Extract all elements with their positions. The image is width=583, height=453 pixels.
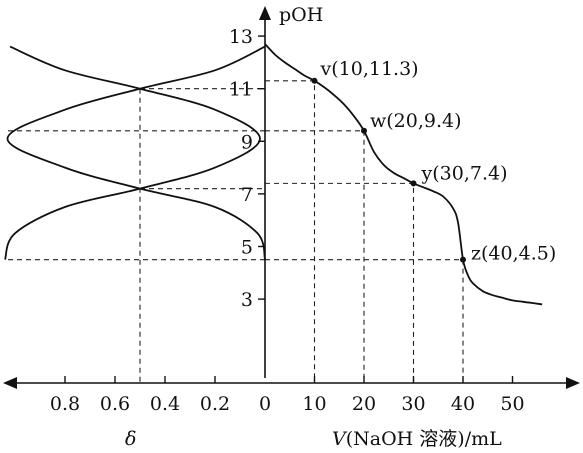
point-label: v(10,11.3) (320, 58, 419, 80)
point-label: y(30,7.4) (421, 162, 508, 184)
delta-tick-label: 0.2 (200, 393, 230, 415)
poh-tick-label: 3 (241, 289, 253, 311)
delta-tick-label: 0.8 (50, 393, 80, 415)
poh-tick-label: 9 (241, 131, 253, 153)
volume-axis-title: V(NaOH 溶液)/mL (332, 428, 502, 450)
volume-tick-label: 10 (302, 393, 326, 415)
poh-tick-label: 13 (229, 26, 253, 48)
volume-unit: (NaOH 溶液)/mL (346, 428, 502, 450)
labels: 3 5 7 9 11 13 0 10 20 30 40 50 0.8 0.6 0.4 0.2 v(10,11.3… (50, 26, 556, 415)
volume-tick-label: 0 (259, 393, 271, 415)
delta-axis-title: δ (125, 428, 136, 450)
ticks (64, 35, 514, 383)
point-guide-line (265, 182, 415, 383)
point-marker (311, 77, 318, 84)
point-label: z(40,4.5) (471, 243, 556, 265)
point-label: w(20,9.4) (370, 110, 462, 132)
delta-tick-label: 0.6 (100, 393, 130, 415)
poh-tick-label: 11 (229, 79, 253, 101)
poh-axis-arrow-icon (259, 6, 271, 20)
delta-tick-label: 0.4 (150, 393, 180, 415)
volume-tick-label: 40 (451, 393, 475, 415)
poh-tick-label: 7 (241, 184, 253, 206)
volume-tick-label: 50 (500, 393, 524, 415)
left-arrow-icon (3, 377, 17, 389)
volume-tick-label: 20 (352, 393, 376, 415)
volume-tick-label: 30 (401, 393, 425, 415)
point-marker (460, 256, 466, 263)
poh-axis-title: pOH (279, 4, 323, 26)
volume-symbol: V (332, 428, 348, 450)
axes (3, 6, 580, 389)
right-arrow-icon (566, 377, 580, 389)
point-guide-line (265, 80, 316, 383)
distribution-curve-1 (4, 45, 261, 260)
distribution-curve-2 (6, 45, 266, 260)
point-marker (410, 180, 417, 187)
poh-tick-label: 5 (241, 237, 253, 259)
point-marker (361, 127, 367, 134)
curves (4, 43, 543, 306)
